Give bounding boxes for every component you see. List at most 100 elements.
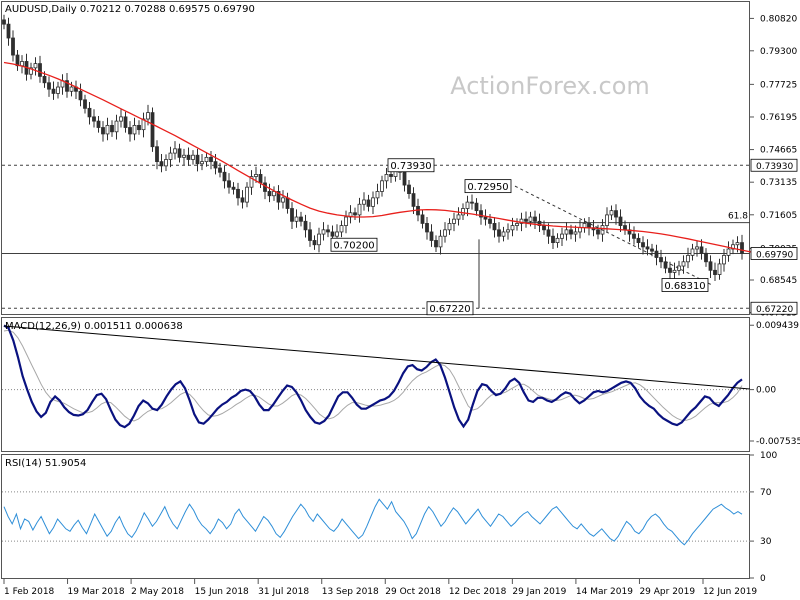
candle-body bbox=[695, 246, 699, 250]
candle-body bbox=[497, 229, 501, 237]
candle-body bbox=[353, 212, 357, 216]
candle-body bbox=[569, 229, 573, 235]
price-header: AUDUSD,Daily 0.70212 0.70288 0.69575 0.6… bbox=[5, 4, 255, 15]
candle-body bbox=[420, 214, 425, 224]
candle-body bbox=[528, 216, 533, 222]
candle-body bbox=[65, 80, 69, 92]
candle-body bbox=[200, 161, 204, 165]
callout-box bbox=[464, 179, 512, 194]
candle-body bbox=[542, 225, 546, 231]
candle-body bbox=[555, 237, 560, 244]
moving-average bbox=[3, 61, 761, 255]
candle-body bbox=[506, 229, 510, 233]
candle-body bbox=[51, 88, 56, 94]
candle-body bbox=[47, 82, 51, 90]
callout-box bbox=[330, 237, 378, 252]
callout-label: 0.67220 bbox=[429, 304, 470, 315]
candle-body bbox=[110, 124, 114, 133]
candle-body bbox=[344, 216, 348, 226]
candle-body bbox=[56, 86, 60, 94]
symbol-timeframe: AUDUSD,Daily bbox=[5, 4, 77, 15]
candle-body bbox=[443, 229, 447, 237]
candle-body bbox=[141, 118, 146, 131]
price-horizontal-lines: 61.8 bbox=[2, 164, 750, 309]
candle-body bbox=[33, 63, 38, 69]
price-panel-frame bbox=[1, 1, 750, 315]
rsi-title: RSI(14) 51.9054 bbox=[5, 458, 86, 469]
candle-body bbox=[240, 197, 245, 203]
candle-body bbox=[668, 267, 672, 273]
candle-body bbox=[285, 197, 290, 209]
callout-label: 0.72950 bbox=[467, 182, 508, 193]
candle-body bbox=[267, 191, 272, 197]
candle-body bbox=[326, 229, 330, 233]
candle-body bbox=[515, 223, 519, 226]
candle-body bbox=[119, 116, 123, 122]
candle-body bbox=[690, 248, 695, 256]
candle-body bbox=[407, 184, 411, 194]
rsi-tick-label: 30 bbox=[760, 537, 772, 547]
candle-body bbox=[456, 214, 461, 220]
candle-body bbox=[276, 191, 281, 203]
candle-body bbox=[614, 210, 618, 218]
candle-body bbox=[465, 201, 470, 209]
candle-body bbox=[204, 156, 209, 163]
macd-title: MACD(12,26,9) 0.001511 0.000638 bbox=[5, 321, 183, 332]
y-tick-label: 0.76195 bbox=[760, 113, 797, 123]
candle-body bbox=[294, 216, 299, 222]
macd-tick-label: 0.00 bbox=[756, 386, 776, 396]
x-tick-label: 15 Jun 2018 bbox=[195, 587, 249, 597]
candle-body bbox=[713, 269, 717, 275]
y-tick-label: 0.77725 bbox=[760, 80, 797, 90]
candle-body bbox=[128, 127, 132, 135]
candle-body bbox=[321, 229, 326, 235]
rsi-tick-label: 0 bbox=[760, 574, 766, 584]
y-tick-label: 0.79300 bbox=[760, 47, 797, 57]
x-tick-label: 19 Mar 2018 bbox=[68, 587, 125, 597]
candle-body bbox=[699, 246, 704, 254]
candle-body bbox=[717, 263, 722, 275]
candle-body bbox=[308, 229, 312, 241]
x-tick-label: 12 Dec 2018 bbox=[449, 587, 507, 597]
candle-body bbox=[402, 171, 407, 186]
candle-body bbox=[686, 254, 690, 263]
candle-body bbox=[222, 171, 227, 182]
candle-body bbox=[434, 240, 438, 248]
candle-body bbox=[384, 174, 389, 182]
candle-body bbox=[452, 218, 456, 224]
candle-body bbox=[173, 148, 177, 154]
x-tick-label: 29 Apr 2019 bbox=[639, 587, 695, 597]
x-tick-label: 29 Oct 2018 bbox=[385, 587, 441, 597]
price-label-box bbox=[750, 247, 798, 260]
candle-body bbox=[87, 107, 92, 118]
candle-body bbox=[330, 231, 335, 237]
candle-body bbox=[177, 148, 182, 158]
candle-body bbox=[366, 199, 371, 207]
candle-body bbox=[740, 242, 744, 254]
macd-tick-label: -0.007535 bbox=[756, 437, 800, 447]
callout-label: 0.73930 bbox=[390, 161, 431, 172]
candle-body bbox=[186, 154, 191, 160]
macd-series-signal bbox=[3, 329, 743, 422]
candle-body bbox=[461, 208, 465, 216]
candle-body bbox=[722, 254, 726, 265]
price-callouts: 0.73930 0.72950 0.70200 0.68310 0.67220 bbox=[330, 158, 709, 316]
candle-body bbox=[510, 225, 515, 231]
watermark: ActionForex.com bbox=[450, 72, 650, 100]
ma-line bbox=[3, 61, 761, 255]
candle-body bbox=[357, 203, 362, 216]
ohlc-values: 0.70212 0.70288 0.69575 0.69790 bbox=[80, 4, 255, 15]
candle-body bbox=[38, 63, 42, 77]
candle-body bbox=[168, 152, 173, 160]
trendlines bbox=[478, 185, 713, 309]
x-tick-label: 31 Jul 2018 bbox=[258, 587, 309, 597]
candle-body bbox=[105, 124, 110, 135]
candle-body bbox=[375, 191, 380, 199]
macd-series-macd bbox=[3, 324, 743, 429]
candle-body bbox=[182, 154, 186, 158]
candle-body bbox=[191, 154, 195, 160]
callout-box bbox=[426, 301, 474, 316]
candle-body bbox=[272, 191, 276, 197]
candle-body bbox=[524, 218, 528, 222]
candle-body bbox=[249, 176, 254, 188]
